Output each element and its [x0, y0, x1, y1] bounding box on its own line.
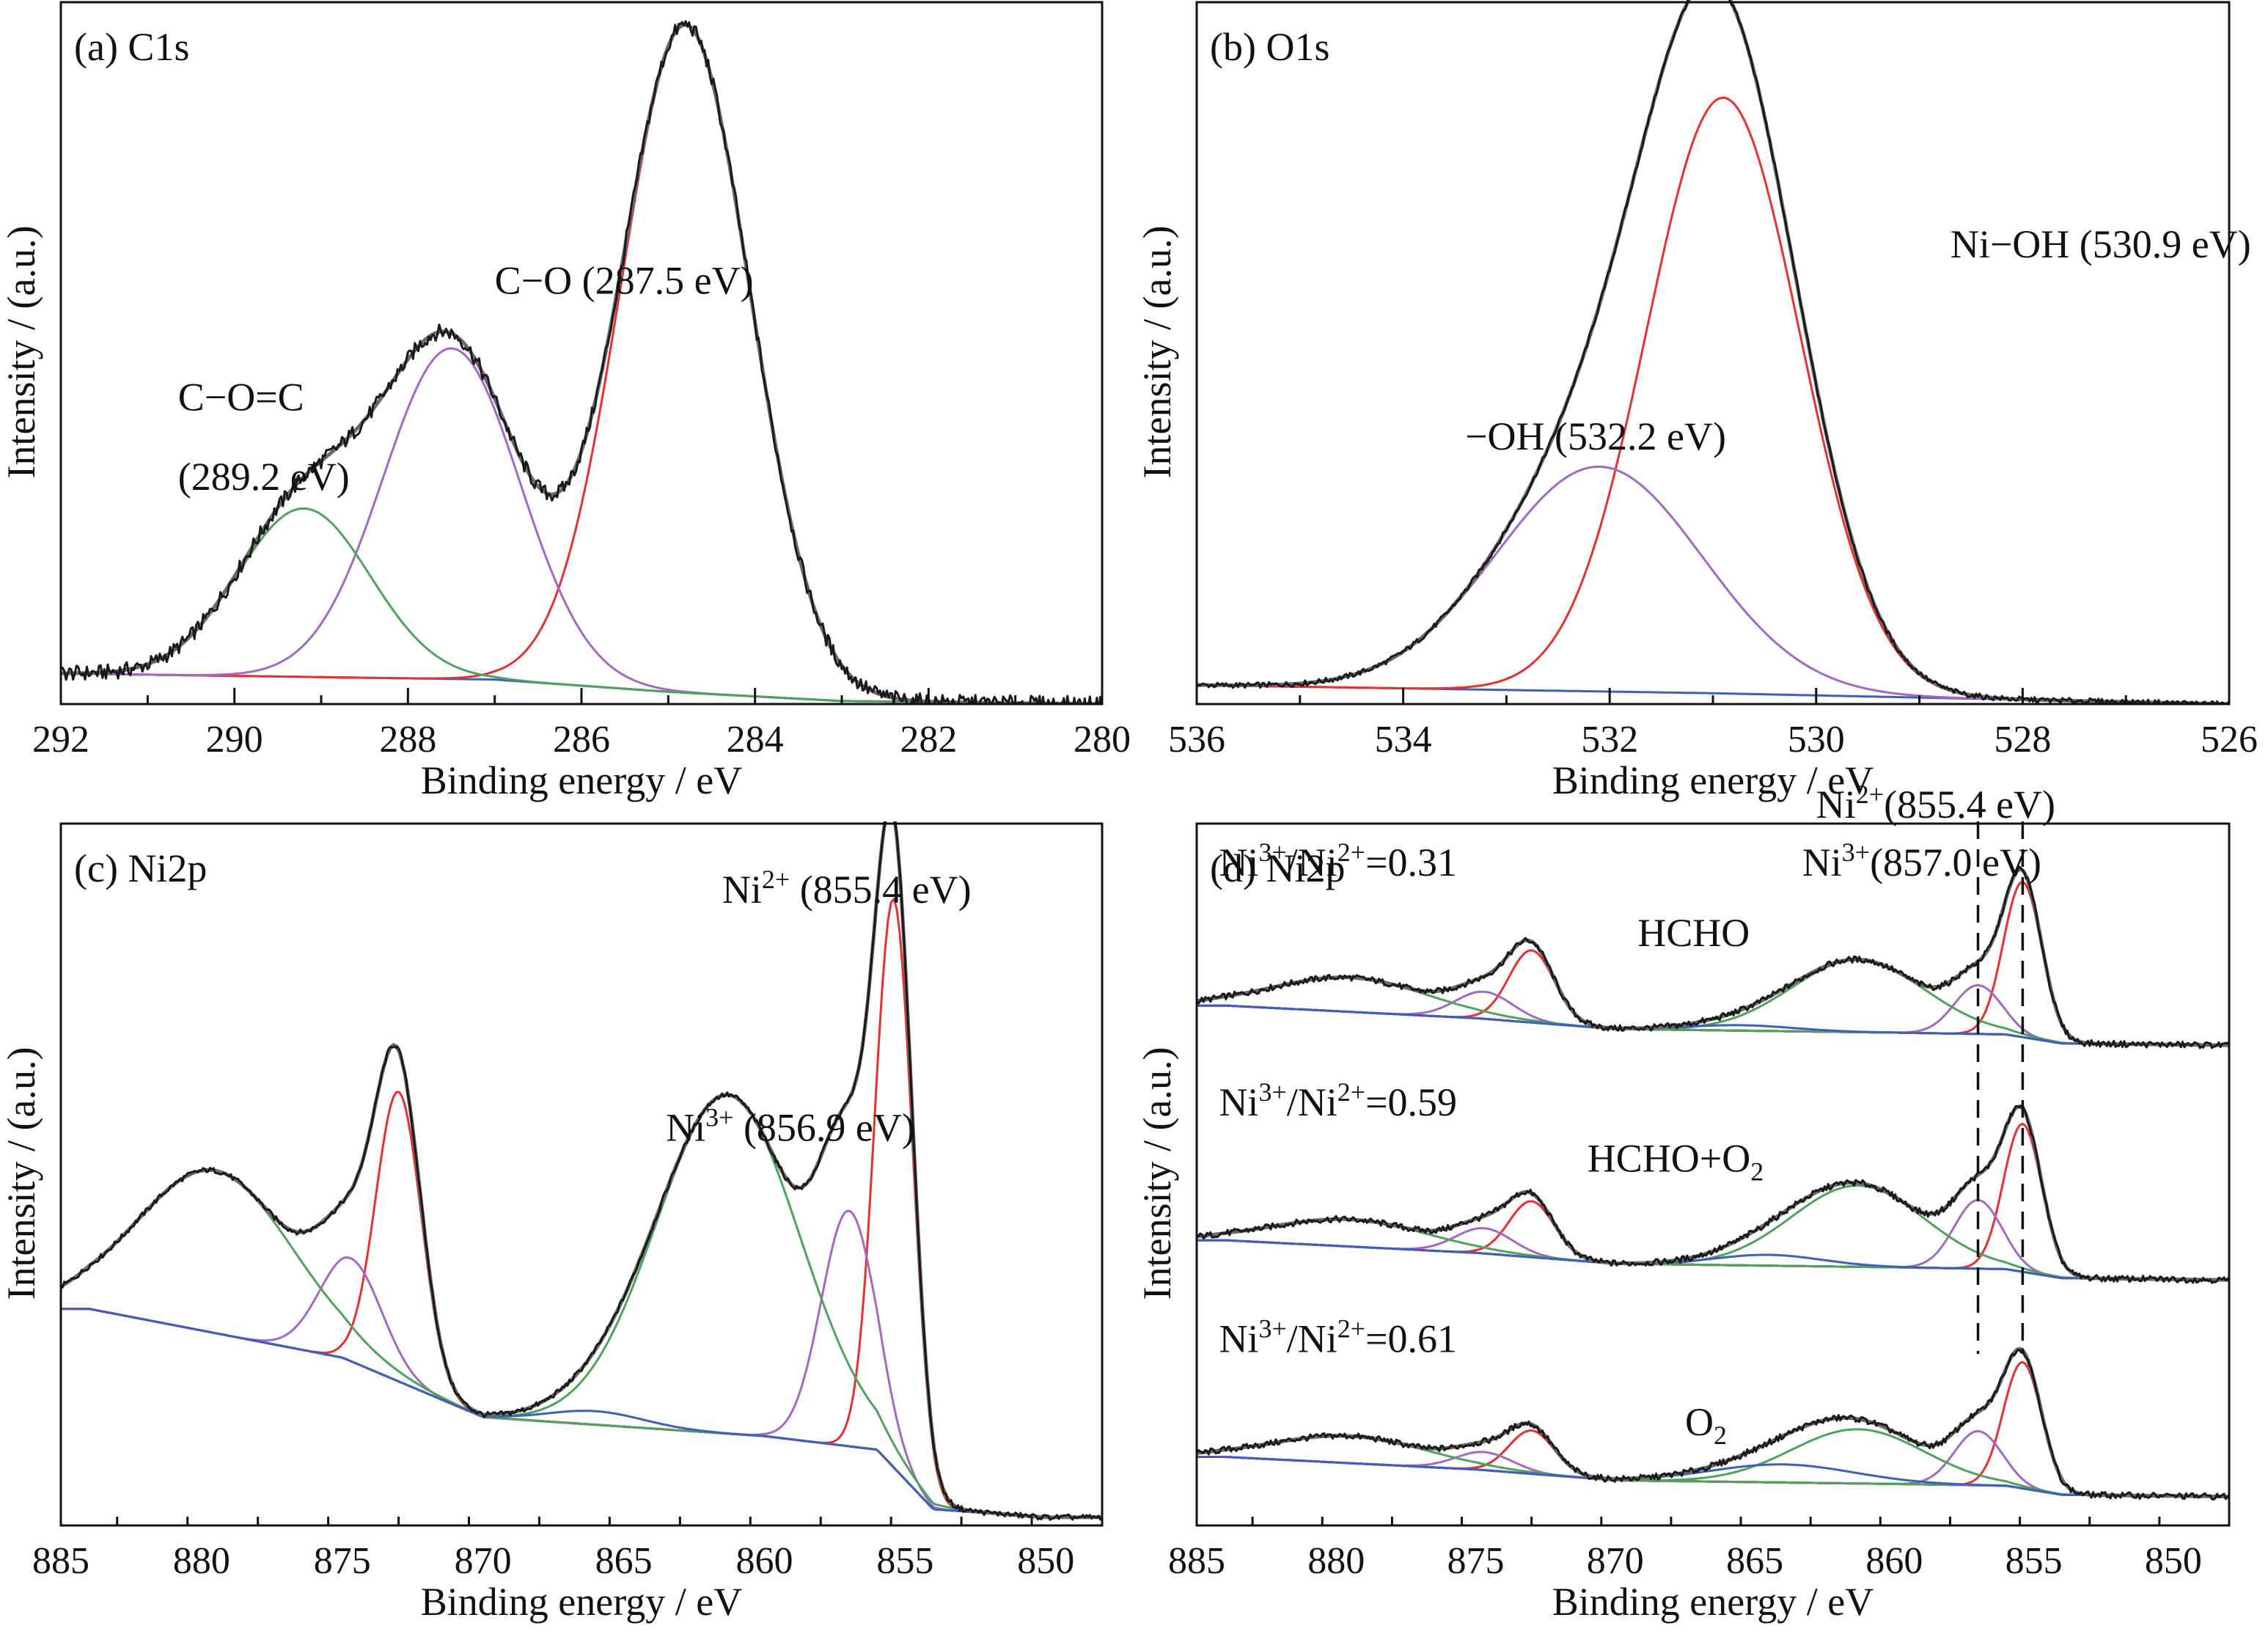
peak-annotation: Ni3+ (856.9 eV): [666, 1103, 915, 1150]
plot-frame: [1195, 822, 2231, 1527]
x-tick-label: 885: [32, 1540, 89, 1582]
component-peak-red: [61, 1091, 1102, 1519]
y-axis-title: Intensity / (a.u.): [0, 1047, 43, 1300]
x-axis-title: Binding energy / eV: [1552, 1580, 1874, 1624]
plot-area: [1197, 821, 2229, 1501]
raw-spectrum: [61, 821, 1102, 1521]
raw-spectrum: [1197, 865, 2229, 1049]
peak-annotation: O2: [1685, 1400, 1727, 1450]
baseline-curve: [61, 1308, 1102, 1519]
component-peak-blue: [1197, 1239, 2229, 1281]
component-peak-red: [1197, 96, 2229, 704]
panel-title: (a) C1s: [74, 25, 189, 69]
x-axis-title: Binding energy / eV: [421, 758, 742, 802]
panel-title: (d) Ni2p: [1210, 846, 1345, 890]
raw-spectrum: [61, 20, 1102, 704]
x-tick-label: 530: [1788, 719, 1845, 761]
peak-annotation: Ni3+/Ni2+=0.61: [1219, 1314, 1457, 1361]
component-peak-red: [1197, 1200, 2229, 1281]
peak-annotation: HCHO: [1637, 911, 1750, 955]
x-tick-label: 282: [900, 719, 957, 761]
y-axis-title: Intensity / (a.u.): [1135, 226, 1179, 479]
x-axis-title: Binding energy / eV: [421, 1580, 742, 1624]
fit-envelope: [61, 22, 1102, 704]
x-tick-label: 290: [206, 719, 263, 761]
x-tick-label: 870: [455, 1540, 512, 1582]
component-peak-purple: [1197, 1198, 2229, 1281]
component-peak-purple: [1197, 983, 2229, 1047]
x-tick-label: 850: [2145, 1540, 2202, 1582]
spectrum-o2: [1197, 1347, 2229, 1501]
x-tick-label: 880: [1307, 1540, 1365, 1582]
fit-envelope: [1197, 0, 2229, 704]
x-tick-label: 534: [1375, 719, 1432, 761]
component-peak-purple: [1197, 465, 2229, 704]
x-tick-label: 855: [2005, 1540, 2063, 1582]
spectrum-hcho-o2: [1197, 1104, 2229, 1284]
x-tick-label: 870: [1587, 1540, 1644, 1582]
plot-area: [61, 20, 1102, 704]
component-peak-blue: [1197, 1456, 2229, 1498]
raw-spectrum: [1197, 0, 2229, 704]
panel-b: 536 534 532 530 528 526 Binding energy / eV Int…: [1135, 0, 2258, 802]
peak-annotation: −OH (532.2 eV): [1465, 414, 1726, 458]
peak-annotation: Ni−OH (530.9 eV): [1950, 222, 2251, 266]
x-tick-label: 860: [1865, 1540, 1923, 1582]
x-tick-label: 885: [1168, 1540, 1225, 1582]
x-axis-title: Binding energy / eV: [1552, 758, 1874, 802]
x-tick-label: 532: [1581, 719, 1638, 761]
raw-spectrum: [1197, 1348, 2229, 1501]
component-peak-purple: [61, 1256, 1102, 1519]
x-tick-label: 286: [553, 719, 610, 761]
peak-annotation: C−O (287.5 eV): [495, 259, 754, 303]
panel-d: 885 880 875 870 865 860 855 850 Binding energy /…: [1135, 780, 2231, 1624]
plot-frame: [59, 1, 1104, 706]
peak-annotation: Ni3+/Ni2+=0.59: [1219, 1077, 1457, 1124]
x-tick-label: 288: [379, 719, 436, 761]
x-tick-label: 284: [727, 719, 784, 761]
plot-frame: [1195, 1, 2231, 706]
peak-annotation: Ni3+(857.0 eV): [1802, 838, 2041, 884]
peak-annotation: Ni3+/Ni2+=0.31: [1219, 838, 1457, 884]
x-tick-label: 875: [1447, 1540, 1505, 1582]
peak-annotation: HCHO+O2: [1588, 1137, 1764, 1187]
x-tick-label: 865: [1726, 1540, 1783, 1582]
panel-a: 292 290 288 286 284 282 280 Binding energy / eV…: [0, 1, 1131, 802]
component-peak-green: [61, 1093, 1102, 1519]
peak-annotation: Ni2+ (855.4 eV): [722, 865, 972, 912]
y-axis-title: Intensity / (a.u.): [1135, 1047, 1179, 1300]
component-peak-green: [1197, 959, 2229, 1047]
x-tick-label: 865: [595, 1540, 653, 1582]
x-tick-label: 880: [173, 1540, 230, 1582]
x-tick-label: 292: [32, 719, 89, 761]
raw-spectrum: [1197, 1104, 2229, 1284]
component-peak-purple: [61, 1209, 1102, 1519]
x-tick-label: 850: [1017, 1540, 1074, 1582]
x-tick-label: 280: [1074, 719, 1131, 761]
spectrum-hcho: [1197, 865, 2229, 1049]
x-tick-label: 526: [2201, 719, 2258, 761]
peak-annotation: Ni2+(855.4 eV): [1816, 780, 2055, 827]
component-peak-blue: [1197, 1004, 2229, 1047]
x-tick-label: 536: [1168, 719, 1225, 761]
x-tick-label: 855: [876, 1540, 933, 1582]
plot-frame: [59, 822, 1104, 1527]
y-axis-title: Intensity / (a.u.): [0, 226, 43, 479]
x-tick-label: 860: [735, 1540, 793, 1582]
x-tick-label: 875: [314, 1540, 371, 1582]
x-tick-label: 528: [1994, 719, 2051, 761]
plot-area: [1197, 0, 2229, 704]
component-peak-blue: [61, 1308, 1102, 1519]
panel-title: (b) O1s: [1210, 25, 1329, 69]
peak-annotation: C−O=C: [178, 375, 304, 419]
panel-c: 885 880 875 870 865 860 855 850 Binding energy /…: [0, 821, 1104, 1624]
panel-title: (c) Ni2p: [74, 846, 207, 890]
plot-area: [61, 821, 1102, 1521]
component-peak-green: [61, 1168, 1102, 1519]
peak-annotation: (289.2 eV): [178, 455, 350, 499]
